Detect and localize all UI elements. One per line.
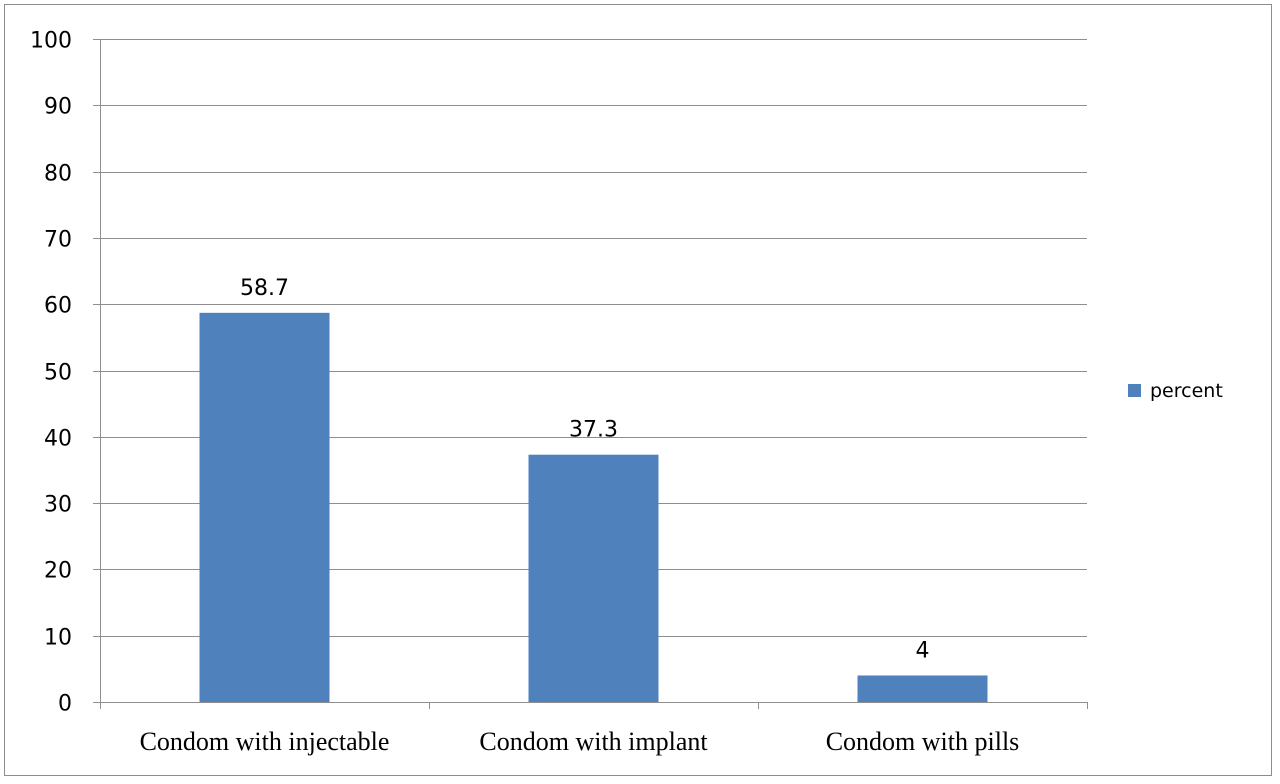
y-tick-label: 0 <box>58 692 72 717</box>
bars <box>199 312 988 702</box>
y-tick-label: 60 <box>44 294 72 319</box>
y-tick-label: 30 <box>44 493 72 518</box>
bar <box>857 675 988 702</box>
labels: 0 10 20 30 40 50 60 70 80 90 100 58.7 Condom with in… <box>30 29 1019 757</box>
axes <box>93 39 1088 709</box>
y-tick-label: 70 <box>44 228 72 253</box>
bar <box>528 454 659 702</box>
legend-swatch <box>1128 384 1141 397</box>
legend: percent <box>1128 380 1223 402</box>
y-tick-label: 40 <box>44 427 72 452</box>
bar <box>199 312 330 702</box>
y-tick-label: 50 <box>44 361 72 386</box>
x-tick-label: Condom with injectable <box>140 727 390 756</box>
x-tick-label: Condom with pills <box>826 727 1020 756</box>
data-label: 37.3 <box>569 418 618 443</box>
data-label: 58.7 <box>240 276 289 301</box>
x-tick-label: Condom with implant <box>479 727 708 756</box>
y-tick-label: 100 <box>30 29 72 54</box>
y-tick-label: 20 <box>44 559 72 584</box>
y-tick-label: 80 <box>44 162 72 187</box>
y-tick-label: 10 <box>44 626 72 651</box>
y-tick-label: 90 <box>44 95 72 120</box>
data-label: 4 <box>916 638 930 663</box>
legend-label: percent <box>1150 380 1223 402</box>
